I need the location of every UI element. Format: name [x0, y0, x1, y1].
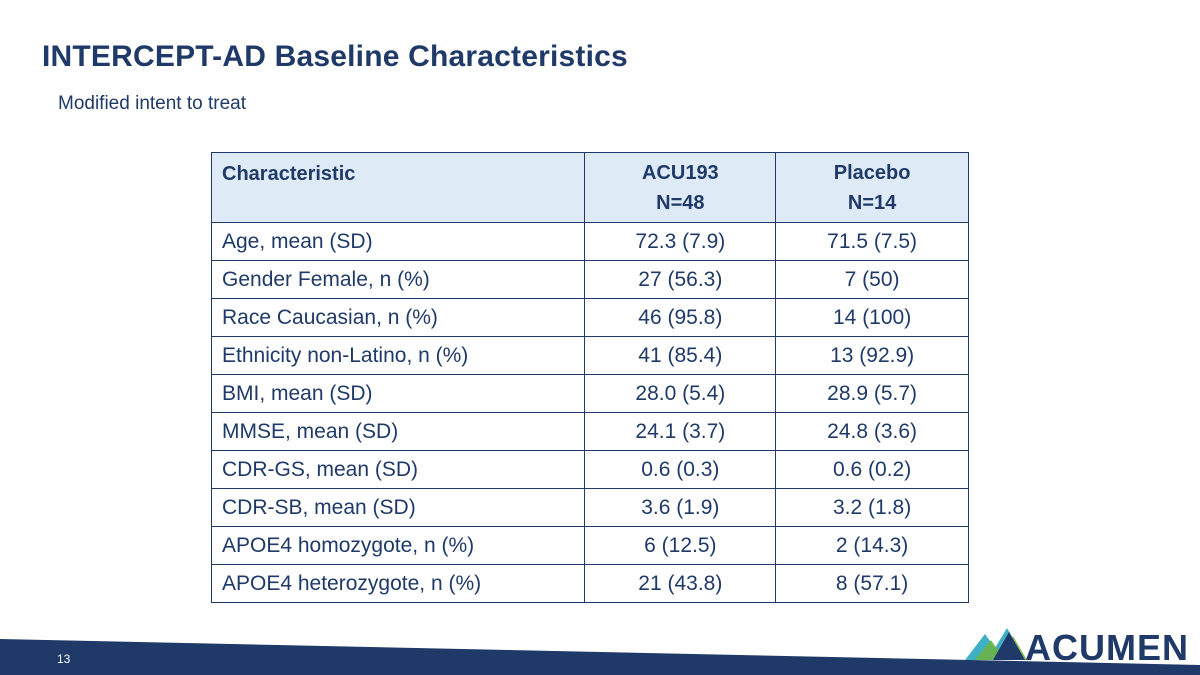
table-row: APOE4 heterozygote, n (%) 21 (43.8) 8 (5… [210, 564, 969, 603]
cell-acu193: 21 (43.8) [584, 564, 777, 603]
slide-subtitle: Modified intent to treat [58, 93, 246, 114]
cell-acu193: 28.0 (5.4) [584, 374, 777, 413]
table-row: APOE4 homozygote, n (%) 6 (12.5) 2 (14.3… [210, 526, 969, 565]
cell-placebo: 13 (92.9) [775, 336, 969, 375]
page-number: 13 [57, 652, 71, 666]
cell-placebo: 28.9 (5.7) [775, 374, 969, 413]
cell-placebo: 71.5 (7.5) [775, 222, 969, 261]
cell-acu193: 27 (56.3) [584, 260, 777, 299]
table-row: Age, mean (SD) 72.3 (7.9) 71.5 (7.5) [210, 222, 969, 261]
table-row: MMSE, mean (SD) 24.1 (3.7) 24.8 (3.6) [210, 412, 969, 451]
header-placebo-name: Placebo [833, 161, 911, 184]
cell-placebo: 7 (50) [775, 260, 969, 299]
cell-placebo: 2 (14.3) [775, 526, 969, 565]
cell-characteristic: APOE4 homozygote, n (%) [210, 526, 586, 565]
header-characteristic: Characteristic [210, 152, 586, 223]
cell-acu193: 24.1 (3.7) [584, 412, 777, 451]
cell-characteristic: Race Caucasian, n (%) [210, 298, 586, 337]
header-placebo: Placebo N=14 [775, 152, 969, 223]
cell-placebo: 14 (100) [775, 298, 969, 337]
acumen-logo-mark [965, 628, 1027, 660]
cell-characteristic: APOE4 heterozygote, n (%) [210, 564, 586, 603]
cell-acu193: 6 (12.5) [584, 526, 777, 565]
table-row: CDR-GS, mean (SD) 0.6 (0.3) 0.6 (0.2) [210, 450, 969, 489]
acumen-logo-text: ACUMEN [1025, 627, 1189, 668]
cell-acu193: 72.3 (7.9) [584, 222, 777, 261]
cell-characteristic: Gender Female, n (%) [210, 260, 586, 299]
cell-placebo: 3.2 (1.8) [775, 488, 969, 527]
table-row: Gender Female, n (%) 27 (56.3) 7 (50) [210, 260, 969, 299]
header-acu193-name: ACU193 [641, 161, 719, 184]
table-row: BMI, mean (SD) 28.0 (5.4) 28.9 (5.7) [210, 374, 969, 413]
cell-acu193: 3.6 (1.9) [584, 488, 777, 527]
table-row: Ethnicity non-Latino, n (%) 41 (85.4) 13… [210, 336, 969, 375]
cell-characteristic: Ethnicity non-Latino, n (%) [210, 336, 586, 375]
cell-placebo: 24.8 (3.6) [775, 412, 969, 451]
baseline-table: Characteristic ACU193 N=48 Placebo N=14 … [210, 152, 969, 603]
cell-characteristic: MMSE, mean (SD) [210, 412, 586, 451]
header-acu193-n: N=48 [656, 191, 705, 214]
cell-characteristic: CDR-GS, mean (SD) [210, 450, 586, 489]
cell-acu193: 46 (95.8) [584, 298, 777, 337]
header-placebo-n: N=14 [847, 191, 897, 214]
cell-placebo: 8 (57.1) [775, 564, 969, 603]
cell-characteristic: BMI, mean (SD) [210, 374, 586, 413]
slide-title: INTERCEPT-AD Baseline Characteristics [42, 40, 628, 73]
table-header-row: Characteristic ACU193 N=48 Placebo N=14 [210, 152, 969, 223]
table-row: CDR-SB, mean (SD) 3.6 (1.9) 3.2 (1.8) [210, 488, 969, 527]
cell-acu193: 41 (85.4) [584, 336, 777, 375]
header-acu193: ACU193 N=48 [584, 152, 777, 223]
cell-placebo: 0.6 (0.2) [775, 450, 969, 489]
cell-characteristic: CDR-SB, mean (SD) [210, 488, 586, 527]
cell-characteristic: Age, mean (SD) [210, 222, 586, 261]
cell-acu193: 0.6 (0.3) [584, 450, 777, 489]
table-row: Race Caucasian, n (%) 46 (95.8) 14 (100) [210, 298, 969, 337]
footer-band [0, 639, 1200, 675]
